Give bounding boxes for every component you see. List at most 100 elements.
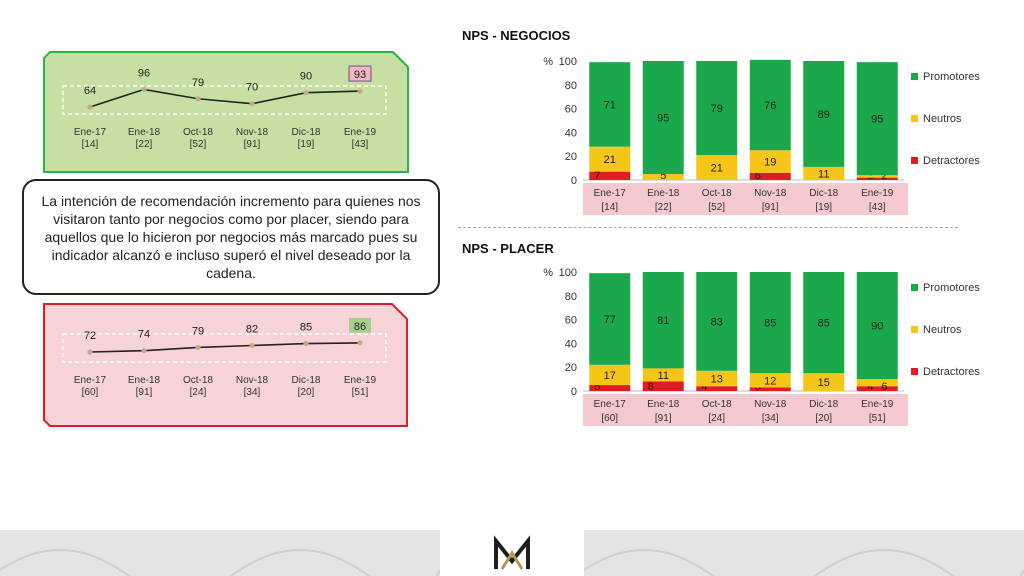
x-tick-sublabel: [91] bbox=[136, 387, 153, 398]
x-tick-label: Ene-17 bbox=[594, 399, 627, 410]
x-tick-sublabel: [34] bbox=[762, 413, 779, 424]
bar-segment-promotores bbox=[856, 272, 898, 380]
bar-segment-promotores bbox=[589, 62, 631, 147]
legend-label-detractores: Detractores bbox=[923, 366, 980, 378]
bar-segment-detractores bbox=[589, 385, 631, 391]
bar-segment-neutros bbox=[749, 373, 791, 388]
y-tick-label: 100 bbox=[559, 267, 577, 279]
line-point bbox=[303, 90, 309, 96]
data-label: 83 bbox=[711, 316, 723, 328]
line-point bbox=[141, 86, 147, 92]
x-tick-label: Ene-17 bbox=[594, 188, 627, 199]
x-tick-sublabel: [52] bbox=[708, 202, 725, 213]
bar-segment-promotores bbox=[696, 61, 738, 156]
legend-swatch-detractores bbox=[911, 157, 918, 164]
data-label: 21 bbox=[604, 154, 616, 166]
x-tick-sublabel: [24] bbox=[708, 413, 725, 424]
x-tick-sublabel: [22] bbox=[136, 139, 153, 150]
legend-swatch-neutros bbox=[911, 115, 918, 122]
data-label: 86 bbox=[354, 321, 366, 333]
bar-segment-promotores bbox=[749, 272, 791, 374]
line-point bbox=[249, 342, 255, 349]
x-tick-label: Nov-18 bbox=[236, 375, 269, 386]
data-label: 11 bbox=[658, 370, 669, 382]
line-point bbox=[303, 340, 309, 347]
x-tick-sublabel: [51] bbox=[352, 387, 369, 398]
data-label: 95 bbox=[657, 113, 669, 125]
brand-logo bbox=[494, 535, 530, 570]
data-label: 93 bbox=[354, 69, 366, 81]
x-tick-sublabel: [14] bbox=[601, 202, 618, 213]
data-label: 95 bbox=[871, 114, 883, 126]
x-tick-label: Oct-18 bbox=[702, 399, 732, 410]
bar-segment-neutros bbox=[589, 146, 631, 172]
data-label: 21 bbox=[711, 163, 723, 175]
x-tick-label: Oct-18 bbox=[183, 127, 213, 138]
data-label: 72 bbox=[84, 330, 96, 342]
bar-segment-promotores bbox=[803, 61, 845, 167]
data-label: 79 bbox=[711, 103, 723, 115]
data-label: 5 bbox=[660, 170, 666, 182]
x-tick-label: Nov-18 bbox=[754, 188, 787, 199]
x-tick-sublabel: [91] bbox=[244, 139, 261, 150]
line-point bbox=[357, 88, 363, 94]
y-axis-label: % bbox=[543, 56, 553, 68]
bar-segment-neutros bbox=[749, 150, 791, 173]
bar-segment-neutros bbox=[803, 373, 845, 391]
bar-segment-detractores bbox=[856, 177, 898, 180]
x-tick-sublabel: [19] bbox=[815, 202, 832, 213]
data-label: 96 bbox=[138, 67, 150, 79]
data-label: 79 bbox=[192, 77, 204, 89]
data-label: 7 bbox=[594, 170, 600, 182]
data-label: 12 bbox=[764, 375, 776, 387]
placer-title: NPS - PLACER bbox=[462, 241, 554, 256]
x-tick-label: Ene-17 bbox=[74, 127, 107, 138]
line-point bbox=[249, 101, 255, 107]
data-label: 15 bbox=[818, 377, 830, 389]
data-label: 19 bbox=[764, 157, 776, 169]
y-tick-label: 40 bbox=[565, 127, 577, 139]
x-tick-label: Nov-18 bbox=[754, 399, 787, 410]
bar-segment-detractores bbox=[589, 171, 631, 180]
data-label: 76 bbox=[764, 100, 776, 112]
bar-segment-neutros bbox=[642, 368, 684, 382]
x-tick-sublabel: [60] bbox=[601, 413, 618, 424]
x-tick-label: Dic-18 bbox=[292, 127, 321, 138]
x-tick-sublabel: [24] bbox=[190, 387, 207, 398]
data-label: 5 bbox=[594, 381, 600, 393]
x-tick-label: Nov-18 bbox=[236, 127, 269, 138]
y-tick-label: 40 bbox=[565, 338, 577, 350]
data-label: 85 bbox=[764, 318, 776, 330]
bar-segment-promotores bbox=[642, 61, 684, 175]
x-tick-label: Ene-19 bbox=[344, 127, 377, 138]
data-label: 6 bbox=[881, 381, 887, 393]
data-label: 4 bbox=[701, 381, 707, 393]
bar-segment-promotores bbox=[696, 272, 738, 371]
callout-text: La intención de recomendación incremento… bbox=[41, 193, 421, 281]
data-label: 6 bbox=[755, 170, 761, 182]
x-tick-sublabel: [60] bbox=[82, 387, 99, 398]
line-point bbox=[195, 344, 201, 351]
x-tick-label: Ene-19 bbox=[344, 375, 377, 386]
y-tick-label: 0 bbox=[571, 386, 577, 398]
data-label: 11 bbox=[818, 168, 829, 180]
line-point bbox=[87, 104, 93, 110]
legend-swatch-promotores bbox=[911, 284, 918, 291]
legend-swatch-detractores bbox=[911, 368, 918, 375]
data-label: 71 bbox=[604, 99, 616, 111]
bar-segment-detractores bbox=[642, 381, 684, 391]
x-tick-sublabel: [91] bbox=[655, 413, 672, 424]
y-tick-label: 20 bbox=[565, 151, 577, 163]
data-label: 81 bbox=[657, 315, 669, 327]
x-tick-sublabel: [43] bbox=[352, 139, 369, 150]
x-axis-band bbox=[583, 183, 908, 215]
data-label: 90 bbox=[300, 71, 312, 83]
target-band bbox=[62, 333, 387, 363]
x-axis-band bbox=[583, 394, 908, 426]
legend-label-neutros: Neutros bbox=[923, 324, 962, 336]
data-label: 8 bbox=[648, 381, 654, 393]
x-tick-sublabel: [51] bbox=[869, 413, 886, 424]
x-tick-sublabel: [34] bbox=[244, 387, 261, 398]
x-tick-sublabel: [14] bbox=[82, 139, 99, 150]
x-tick-sublabel: [19] bbox=[298, 139, 315, 150]
